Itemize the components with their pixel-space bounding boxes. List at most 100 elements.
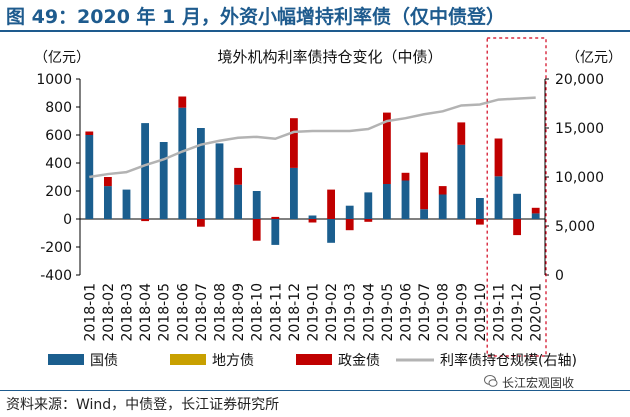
bar-2019-07 — [420, 152, 429, 210]
bar-2019-04 — [364, 192, 373, 219]
x-tick-labels: 2018-01 2018-02 2018-03 2018-04 2018-05 2018-… — [82, 283, 544, 342]
bar-2018-12 — [289, 118, 298, 168]
bar-2019-02 — [327, 189, 336, 219]
bar-2019-09 — [457, 122, 466, 145]
legend-label: 地方债 — [212, 353, 254, 369]
bar-2019-01 — [308, 215, 317, 219]
legend-label: 政金债 — [338, 353, 380, 369]
x-tick-label: 2018-01 — [82, 283, 98, 342]
bar-2018-01 — [85, 135, 94, 219]
y-axis-right-unit: （亿元） — [566, 50, 622, 66]
bar-2018-06 — [178, 107, 187, 219]
bar-2018-07 — [196, 128, 205, 219]
bar-2019-07 — [420, 209, 429, 219]
legend-label: 国债 — [90, 353, 118, 369]
y-tick-label-left: 600 — [45, 128, 72, 144]
bar-2018-10 — [252, 191, 261, 219]
bar-2018-04 — [141, 123, 150, 219]
x-tick-label: 2019-09 — [454, 283, 470, 342]
bar-2018-07 — [196, 219, 205, 227]
line-group — [89, 96, 536, 179]
bar-2018-05 — [159, 142, 168, 219]
bar-2018-02 — [103, 186, 112, 219]
bar-2019-11 — [494, 176, 503, 219]
x-tick-label: 2018-12 — [287, 283, 303, 342]
source-note: 资料来源：Wind，中债登，长江证券研究所 — [6, 397, 280, 413]
bar-2018-09 — [234, 184, 243, 219]
y-tick-label-left: 200 — [45, 184, 72, 200]
bar-2019-06 — [401, 180, 410, 219]
x-tick-label: 2018-05 — [157, 283, 173, 342]
bar-2019-05 — [382, 184, 391, 219]
bar-2019-11 — [494, 138, 503, 177]
highlight-group — [486, 37, 547, 357]
y-tick-label-left: 400 — [45, 156, 72, 172]
bar-2019-03 — [345, 219, 354, 231]
y-tick-label-right: 15,000 — [555, 121, 604, 137]
source-divider — [0, 390, 630, 391]
x-tick-label: 2019-06 — [399, 283, 415, 342]
x-tick-label: 2018-08 — [213, 283, 229, 342]
x-tick-label: 2018-06 — [175, 283, 191, 342]
legend: 国债 地方债 政金债 利率债持仓规模(右轴) — [48, 352, 577, 369]
legend-swatch — [48, 354, 84, 365]
y-tick-label-right: 0 — [555, 268, 564, 284]
y-tick-label-left: 0 — [63, 212, 72, 228]
bar-2018-12 — [289, 167, 298, 219]
bar-2018-04 — [141, 219, 150, 222]
bar-2018-06 — [178, 96, 187, 108]
bar-2018-11 — [271, 216, 280, 219]
axes-group: -400 -200 0 200 400 600 800 1000 0 5,000 10,000 15,… — [36, 72, 604, 284]
bar-2019-09 — [457, 144, 466, 219]
chart-title: 境外机构利率债持仓变化（中债） — [217, 48, 442, 66]
legend-swatch — [170, 354, 206, 365]
bar-2020-01 — [531, 213, 540, 219]
x-tick-label: 2018-03 — [120, 283, 136, 342]
bar-2018-03 — [122, 189, 131, 219]
watermark: 长江宏观固收 — [502, 376, 575, 390]
bar-2018-09 — [234, 167, 243, 185]
y-tick-label-left: -400 — [40, 268, 72, 284]
x-tick-label: 2019-08 — [436, 283, 452, 342]
bar-2019-05 — [382, 112, 391, 184]
x-tick-label: 2018-10 — [250, 283, 266, 342]
x-tick-label: 2019-10 — [473, 283, 489, 342]
x-tick-label: 2019-07 — [417, 283, 433, 342]
bar-2019-08 — [438, 186, 447, 195]
bar-2019-06 — [401, 172, 410, 181]
x-tick-label: 2019-03 — [343, 283, 359, 342]
bar-2019-01 — [308, 219, 317, 223]
y-tick-label-left: 800 — [45, 100, 72, 116]
bar-2018-01 — [85, 131, 94, 135]
x-tick-label: 2018-04 — [138, 283, 154, 342]
bar-2020-01 — [531, 207, 540, 214]
bar-2019-04 — [364, 219, 373, 222]
bar-2019-10 — [475, 219, 484, 225]
y-tick-label-left: 1000 — [36, 72, 72, 88]
wechat-icon — [484, 375, 498, 387]
bar-2019-12 — [513, 193, 522, 219]
x-tick-label: 2020-01 — [529, 283, 545, 342]
bar-2018-08 — [215, 143, 224, 219]
bar-2019-02 — [327, 219, 336, 243]
x-tick-label: 2018-07 — [194, 283, 210, 342]
bar-2019-10 — [475, 198, 484, 219]
y-tick-label-right: 5,000 — [555, 219, 595, 235]
bar-2018-10 — [252, 219, 261, 241]
x-tick-label: 2018-02 — [101, 283, 117, 342]
bars-group — [85, 96, 540, 245]
x-tick-label: 2019-02 — [324, 283, 340, 342]
y-tick-label-right: 20,000 — [555, 72, 604, 88]
x-tick-label: 2019-12 — [510, 283, 526, 342]
bar-2019-03 — [345, 205, 354, 219]
x-tick-label: 2019-01 — [306, 283, 322, 342]
bar-2019-08 — [438, 194, 447, 219]
x-tick-label: 2019-11 — [492, 283, 508, 342]
x-tick-label: 2018-11 — [268, 283, 284, 342]
y-tick-label-left: -200 — [40, 240, 72, 256]
highlight-box — [486, 37, 547, 357]
x-tick-label: 2019-05 — [380, 283, 396, 342]
legend-label: 利率债持仓规模(右轴) — [440, 352, 577, 369]
chart-canvas: 境外机构利率债持仓变化（中债） （亿元） （亿元） -400 -200 0 200 40… — [34, 37, 622, 369]
legend-swatch — [296, 354, 332, 365]
